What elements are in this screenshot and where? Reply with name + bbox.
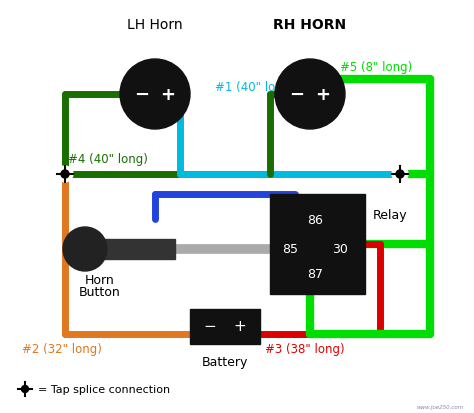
Text: −: − (290, 86, 305, 104)
Text: Horn: Horn (85, 273, 115, 286)
Circle shape (18, 382, 32, 396)
Bar (85, 240, 175, 259)
Text: +: + (316, 86, 330, 104)
Text: 86: 86 (307, 213, 323, 226)
Text: = Tap splice connection: = Tap splice connection (38, 384, 170, 394)
Circle shape (21, 386, 28, 392)
Bar (270, 195, 365, 294)
Text: www.joe250.com: www.joe250.com (417, 404, 464, 410)
Circle shape (275, 60, 345, 130)
Text: +: + (161, 86, 175, 104)
Circle shape (63, 228, 107, 271)
Text: #2 (32" long): #2 (32" long) (22, 343, 102, 356)
Text: #1 (40" long): #1 (40" long) (215, 81, 295, 94)
Text: Relay: Relay (373, 208, 408, 221)
Text: 30: 30 (332, 243, 348, 256)
Text: +: + (234, 319, 246, 334)
Circle shape (61, 171, 69, 178)
Text: #5 (8" long): #5 (8" long) (340, 62, 412, 74)
Text: #4 (40" long): #4 (40" long) (68, 153, 148, 166)
Text: RH HORN: RH HORN (273, 18, 346, 32)
Circle shape (392, 166, 408, 183)
Bar (190, 309, 260, 344)
Text: 87: 87 (307, 268, 323, 281)
Text: −: − (135, 86, 150, 104)
Text: Button: Button (79, 285, 121, 298)
Circle shape (396, 171, 404, 178)
Text: #3 (38" long): #3 (38" long) (265, 343, 345, 356)
Circle shape (120, 60, 190, 130)
Text: 85: 85 (282, 243, 298, 256)
Text: Battery: Battery (202, 356, 248, 369)
Text: −: − (204, 319, 216, 334)
Circle shape (57, 166, 73, 183)
Text: LH Horn: LH Horn (127, 18, 183, 32)
